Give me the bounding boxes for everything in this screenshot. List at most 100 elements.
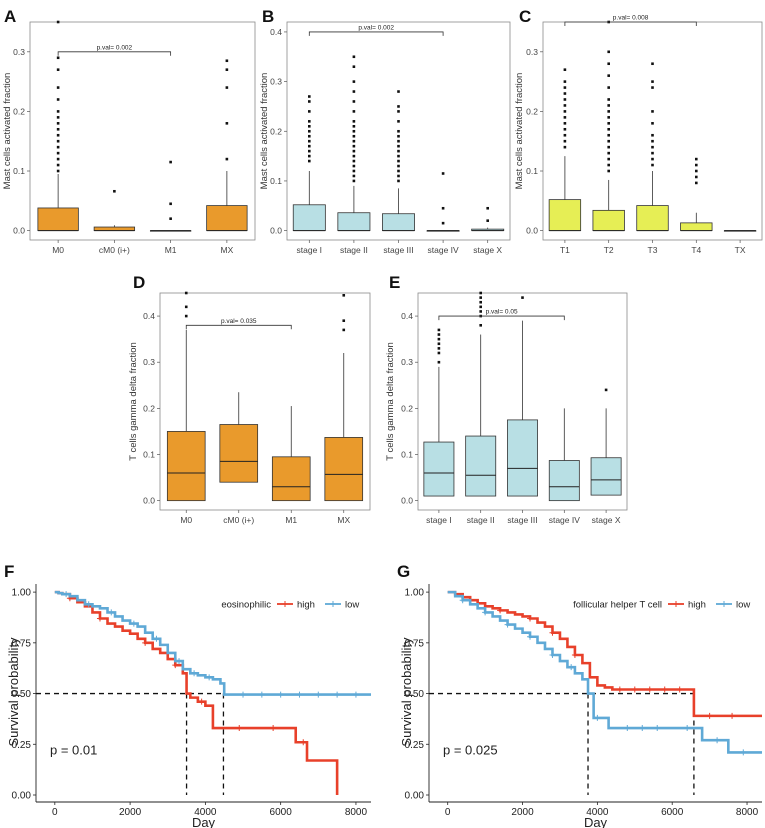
outlier-point (563, 68, 567, 71)
outlier-point (225, 157, 229, 161)
outlier-point (437, 337, 441, 341)
x-tick-label: M1 (285, 515, 297, 525)
panel-letter-e: E (389, 273, 400, 292)
censor-mark-low (594, 714, 601, 721)
outlier-point (225, 68, 229, 71)
outlier-point (308, 139, 311, 143)
outlier-point (651, 163, 654, 167)
outlier-point (308, 129, 311, 133)
x-tick-label: T2 (604, 245, 614, 255)
outlier-point (113, 189, 116, 193)
y-tick-label: 0.75 (405, 638, 425, 649)
outlier-point (352, 80, 356, 83)
outlier-point (479, 324, 482, 327)
outlier-point (308, 120, 311, 123)
y-tick-label: 0.75 (12, 638, 32, 649)
outlier-point (397, 174, 400, 178)
outlier-point (563, 127, 567, 131)
x-tick-label: 6000 (270, 807, 293, 818)
box-stage-i (423, 441, 455, 497)
y-axis-label: T cells gamma delta fraction (385, 342, 396, 461)
legend-title: eosinophilic (221, 600, 271, 611)
outlier-point (308, 154, 311, 158)
outlier-point (437, 347, 441, 350)
censor-mark-high (661, 686, 668, 693)
y-axis-label: Mast cells activated fraction (259, 73, 270, 190)
panel-f-km-eosinophilic: F 0.00 0.25 0.50 0.75 1.00 0 2000 4000 6000 8000 S… (4, 562, 371, 828)
outlier-point (695, 181, 698, 185)
box-m0 (37, 207, 79, 232)
x-tick-label: M0 (52, 245, 64, 255)
x-tick-label: 0 (52, 807, 58, 818)
box-stage-iii (507, 419, 538, 497)
outlier-point (651, 133, 654, 137)
outlier-point (308, 100, 311, 103)
outlier-point (607, 74, 610, 77)
box-cm0-i- (219, 424, 259, 483)
outlier-point (342, 319, 346, 322)
outlier-point (56, 163, 60, 167)
outlier-point (308, 134, 311, 138)
y-tick-label: 0.0 (270, 226, 282, 236)
outlier-point (607, 122, 610, 125)
outlier-point (651, 80, 654, 83)
outlier-point (56, 98, 60, 101)
outlier-point (695, 169, 698, 173)
censor-mark-low (108, 609, 115, 616)
censor-mark-high (270, 725, 277, 732)
pvalue-label: p.val= 0.002 (97, 44, 133, 51)
outlier-point (308, 125, 311, 128)
y-tick-label: 0.1 (270, 176, 282, 186)
outlier-point (169, 160, 172, 164)
outlier-point (352, 120, 356, 123)
outlier-point (563, 104, 567, 107)
km-curve-low (54, 590, 371, 696)
outlier-point (651, 86, 654, 89)
outlier-point (397, 149, 400, 153)
outlier-point (397, 139, 400, 143)
box-m0 (166, 431, 206, 502)
y-tick-label: 0.1 (401, 450, 413, 460)
outlier-point (397, 90, 400, 93)
outlier-point (437, 360, 441, 364)
outlier-point (607, 169, 610, 173)
x-tick-label: 8000 (345, 807, 368, 818)
censor-mark-high (616, 686, 623, 693)
outlier-point (479, 310, 482, 313)
outlier-point (352, 159, 356, 163)
censor-mark-high (729, 712, 736, 719)
outlier-point (352, 90, 356, 93)
x-axis-label: Day (192, 815, 216, 828)
censor-mark-high (96, 615, 103, 622)
panel-e-gamma-delta-by-stage: E 0.0 0.1 0.2 0.3 0.4 T cells gamma delta fra… (385, 273, 628, 525)
censor-mark-low (549, 652, 556, 659)
x-tick-label: T4 (691, 245, 701, 255)
outlier-point (695, 163, 698, 167)
x-tick-label: M0 (180, 515, 192, 525)
y-tick-label: 0.3 (526, 47, 538, 57)
outlier-point (607, 62, 610, 66)
outlier-point (56, 110, 60, 113)
outlier-point (651, 151, 654, 155)
outlier-point (479, 305, 482, 309)
censor-mark-high (631, 686, 638, 693)
outlier-point (352, 154, 356, 158)
censor-mark-low (130, 620, 137, 627)
x-tick-label: stage IV (549, 515, 581, 525)
outlier-point (607, 86, 610, 89)
outlier-point (563, 92, 567, 95)
y-tick-label: 0.2 (143, 403, 155, 413)
outlier-point (441, 221, 445, 225)
outlier-point (352, 174, 356, 178)
outlier-point (342, 294, 346, 297)
outlier-point (479, 300, 482, 304)
censor-mark-low (624, 725, 631, 732)
outlier-point (607, 116, 610, 119)
panel-g-km-follicular-helper: G 0.00 0.25 0.50 0.75 1.00 0 2000 4000 6000 8000 S… (397, 562, 762, 828)
pvalue-label: p.val= 0.002 (358, 24, 394, 31)
x-tick-label: stage X (592, 515, 621, 525)
outlier-point (563, 122, 567, 125)
outlier-point (352, 55, 356, 59)
outlier-point (308, 110, 311, 113)
outlier-point (352, 179, 356, 183)
